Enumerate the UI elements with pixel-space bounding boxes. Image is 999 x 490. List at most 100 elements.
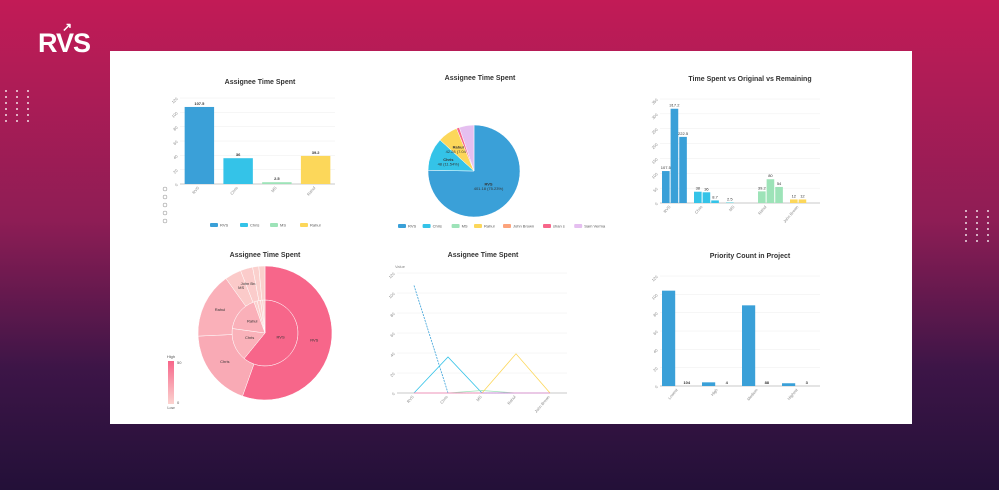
dot [987,240,989,242]
y-tick-label: 100 [651,171,660,180]
dot [27,120,29,122]
segment-label: Rahul [247,319,258,324]
series-line [413,285,550,394]
dot [5,120,7,122]
dot [16,120,18,122]
y-tick-label: 100 [171,110,180,119]
data-label: 80 [768,173,773,178]
x-tick-label: Rahul [757,204,768,215]
x-tick-label: Highest [786,387,799,401]
data-label: 39.2 [758,185,767,190]
slice-label: RVS [484,182,492,187]
legend-label: RVS [220,223,228,228]
legend-swatch [474,224,482,228]
y-tick-label: 40 [172,153,179,160]
segment-label: MS [238,285,244,290]
dot [976,234,978,236]
data-label: 107.5 [194,101,205,106]
bar [790,199,798,203]
data-label: 2.5 [274,176,280,181]
data-label: 54 [777,181,782,186]
y-tick-label: 0 [654,201,660,207]
dot [976,222,978,224]
sunburst-segment [242,265,333,401]
decorative-dots [965,210,993,242]
y-tick-label: 20 [652,365,659,372]
legend-label: Chris [250,223,259,228]
y-tick-label: 100 [651,292,660,301]
x-tick-label: Medium [746,387,759,402]
segment-label: Chris [245,335,254,340]
data-label: 36 [236,152,241,157]
dot [16,90,18,92]
segment-label: John Brown [241,281,262,286]
bar [694,191,702,203]
legend-label: shan s [553,224,565,229]
save-icon [162,186,168,192]
legend-label: Chris [433,224,442,229]
bar [262,182,292,184]
data-label: 36 [704,186,709,191]
legend-swatch [574,224,583,228]
y-tick-label: 20 [172,167,179,174]
dashboard-panel: Assignee Time Spent 0 20 40 60 80 100 120 107.5 R… [110,51,912,424]
dot [987,210,989,212]
dot [27,90,29,92]
bar [300,155,331,184]
dot [16,96,18,98]
bar [775,186,783,203]
stack-icon [162,202,168,208]
dot [27,114,29,116]
dot [5,114,7,116]
legend-label: Rahul [310,223,321,228]
y-tick-label: 60 [172,139,179,146]
bar [679,136,687,203]
y-tick-label: 60 [389,331,396,338]
visualmap-high-label: High [167,354,175,359]
dot [965,234,967,236]
legend-swatch [240,223,248,227]
dot [976,240,978,242]
bar [662,171,670,203]
visualmap-min: 0 [177,400,180,405]
slice-value: 48 (11.54%) [438,161,460,166]
x-tick-label: MS [475,394,483,402]
slice-value: 42.28 (7.04%) [446,149,472,154]
y-tick-label: 0 [391,391,397,397]
y-tick-label: 150 [651,156,660,165]
segment-label: Rahul [215,307,226,312]
legend-label: MS [280,223,286,228]
data-label: 4 [726,380,729,385]
chart-title: Priority Count in Project [710,253,791,260]
legend-swatch [422,224,431,228]
bar [782,383,796,386]
visualmap-max: 50 [177,360,182,365]
dot [976,210,978,212]
legend-swatch [270,223,278,227]
data-label: 12 [800,193,805,198]
legend-swatch [300,223,308,227]
bar [726,202,734,203]
x-tick-label: Lowest [667,387,680,401]
bar [711,200,719,203]
dot [27,108,29,110]
dot [976,216,978,218]
data-label: 3 [806,380,809,385]
dot [965,228,967,230]
series-line [414,353,551,394]
x-tick-label: Chris [694,204,704,214]
visualmap-bar [168,361,174,404]
y-tick-label: 60 [652,329,659,336]
series-line [413,356,550,394]
decorative-dots [5,90,33,122]
data-label: 2.5 [727,196,733,201]
chart-title: Assignee Time Spent [230,252,301,259]
rvs-logo: RVS ↗ [38,20,91,58]
legend-swatch [451,224,460,228]
legend-swatch [210,223,218,227]
legend-label: Sam Verma [584,224,606,229]
y-tick-label: 50 [652,186,659,193]
dot [965,210,967,212]
data-label: 88 [765,380,770,385]
dot [16,102,18,104]
